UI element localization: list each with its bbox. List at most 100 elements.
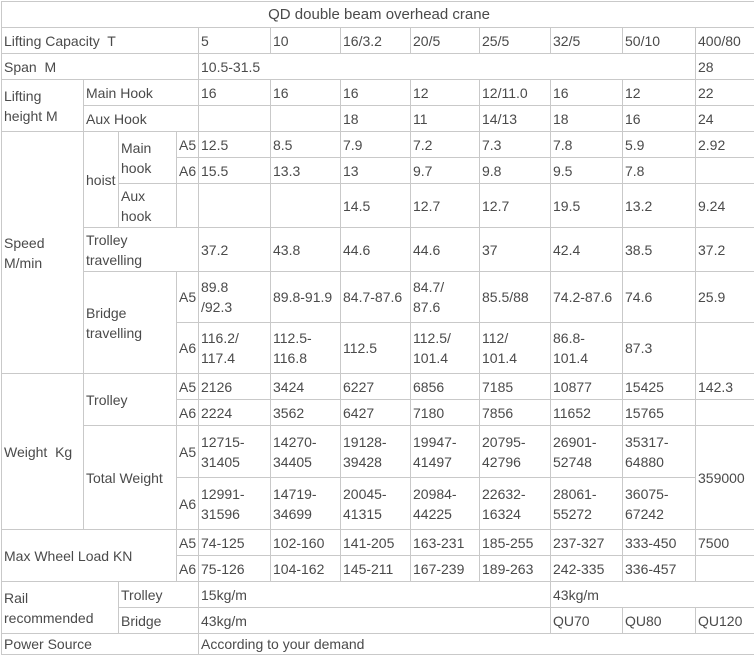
cell-r4-c1 bbox=[199, 106, 271, 132]
cell-r13-c7: 26901- 52748 bbox=[551, 426, 623, 478]
cell-r6-c5: 9.8 bbox=[480, 158, 551, 184]
cell-r2-c2: 28 bbox=[696, 54, 754, 80]
cell-r13-c6: 20795- 42796 bbox=[480, 426, 551, 478]
table-title: QD double beam overhead crane bbox=[2, 2, 754, 28]
row-label-rail-bridge: Bridge bbox=[119, 608, 199, 634]
row-label-hoist: hoist bbox=[84, 132, 119, 228]
cell-r6-c6: 9.5 bbox=[551, 158, 623, 184]
cell-r10-c4: 112.5/ 101.4 bbox=[411, 323, 480, 374]
cell-r16-c3: 145-211 bbox=[341, 556, 411, 582]
cell-r7-c2 bbox=[199, 184, 271, 228]
cell-r9-c7: 74.2-87.6 bbox=[551, 272, 623, 323]
cell-r10-c0: A6 bbox=[177, 323, 199, 374]
row-label-trolley-travelling: Trolley travelling bbox=[84, 228, 199, 272]
cell-r13-c9: 359000 bbox=[696, 426, 754, 530]
cell-r3-c7: 16 bbox=[551, 80, 623, 106]
cell-r9-c5: 84.7/ 87.6 bbox=[411, 272, 480, 323]
cell-r7-c8: 13.2 bbox=[623, 184, 696, 228]
table-row-0: QD double beam overhead crane bbox=[2, 2, 754, 28]
cell-r17-c3: 43kg/m bbox=[551, 582, 754, 608]
cell-r10-c7: 87.3 bbox=[623, 323, 696, 374]
cell-r4-c8: 24 bbox=[696, 106, 754, 132]
cell-r9-c8: 74.6 bbox=[623, 272, 696, 323]
cell-r13-c3: 14270- 34405 bbox=[271, 426, 341, 478]
cell-r5-c9: 7.8 bbox=[551, 132, 623, 158]
cell-r6-c8 bbox=[696, 158, 754, 184]
cell-r5-c8: 7.3 bbox=[480, 132, 551, 158]
cell-r16-c2: 104-162 bbox=[271, 556, 341, 582]
cell-r7-c5: 12.7 bbox=[411, 184, 480, 228]
cell-r9-c1: A5 bbox=[177, 272, 199, 323]
cell-r15-c5: 163-231 bbox=[411, 530, 480, 556]
cell-r11-c4: 3424 bbox=[271, 374, 341, 400]
cell-r5-c3: A5 bbox=[177, 132, 199, 158]
cell-r1-c7: 50/10 bbox=[623, 28, 696, 54]
cell-r5-c11: 2.92 bbox=[696, 132, 754, 158]
cell-r5-c5: 8.5 bbox=[271, 132, 341, 158]
cell-r4-c6: 18 bbox=[551, 106, 623, 132]
cell-r10-c1: 116.2/ 117.4 bbox=[199, 323, 271, 374]
cell-r5-c7: 7.2 bbox=[411, 132, 480, 158]
row-label-power-source: Power Source bbox=[2, 634, 199, 655]
cell-r13-c2: 12715- 31405 bbox=[199, 426, 271, 478]
cell-r12-c5: 7856 bbox=[480, 400, 551, 426]
cell-r18-c1: 43kg/m bbox=[199, 608, 551, 634]
row-label-bridge-travelling: Bridge travelling bbox=[84, 272, 177, 374]
cell-r11-c10: 142.3 bbox=[696, 374, 754, 400]
cell-r10-c2: 112.5- 116.8 bbox=[271, 323, 341, 374]
cell-r3-c2: 16 bbox=[199, 80, 271, 106]
cell-r7-c7: 19.5 bbox=[551, 184, 623, 228]
cell-r4-c2 bbox=[271, 106, 341, 132]
cell-r12-c7: 15765 bbox=[623, 400, 696, 426]
row-label-weight-trolley: Trolley bbox=[84, 374, 177, 426]
cell-r8-c7: 38.5 bbox=[623, 228, 696, 272]
cell-r13-c5: 19947- 41497 bbox=[411, 426, 480, 478]
cell-r16-c1: 75-126 bbox=[199, 556, 271, 582]
cell-r10-c3: 112.5 bbox=[341, 323, 411, 374]
row-label-lifting-height: Lifting height M bbox=[2, 80, 84, 132]
cell-r6-c1: 15.5 bbox=[199, 158, 271, 184]
cell-r17-c2: 15kg/m bbox=[199, 582, 551, 608]
cell-r1-c5: 25/5 bbox=[480, 28, 551, 54]
cell-r7-c6: 12.7 bbox=[480, 184, 551, 228]
cell-r3-c8: 12 bbox=[623, 80, 696, 106]
cell-r15-c1: A5 bbox=[177, 530, 199, 556]
cell-r12-c4: 7180 bbox=[411, 400, 480, 426]
cell-r1-c6: 32/5 bbox=[551, 28, 623, 54]
cell-r4-c4: 11 bbox=[411, 106, 480, 132]
cell-r14-c0: A6 bbox=[177, 478, 199, 530]
cell-r6-c2: 13.3 bbox=[271, 158, 341, 184]
cell-r15-c2: 74-125 bbox=[199, 530, 271, 556]
cell-r15-c3: 102-160 bbox=[271, 530, 341, 556]
row-label-speed: Speed M/min bbox=[2, 132, 84, 374]
row-label-aux-hook: Aux Hook bbox=[84, 106, 199, 132]
cell-r16-c0: A6 bbox=[177, 556, 199, 582]
cell-r15-c8: 333-450 bbox=[623, 530, 696, 556]
cell-r11-c8: 10877 bbox=[551, 374, 623, 400]
row-label-weight: Weight Kg bbox=[2, 374, 84, 530]
cell-r14-c1: 12991- 31596 bbox=[199, 478, 271, 530]
cell-r8-c6: 42.4 bbox=[551, 228, 623, 272]
cell-r2-c1: 10.5-31.5 bbox=[199, 54, 696, 80]
cell-r15-c4: 141-205 bbox=[341, 530, 411, 556]
cell-r3-c3: 16 bbox=[271, 80, 341, 106]
cell-r15-c9: 7500 bbox=[696, 530, 754, 556]
cell-r8-c5: 37 bbox=[480, 228, 551, 272]
cell-r10-c6: 86.8- 101.4 bbox=[551, 323, 623, 374]
cell-r10-c8 bbox=[696, 323, 754, 374]
cell-r9-c9: 25.9 bbox=[696, 272, 754, 323]
row-label-total-weight: Total Weight bbox=[84, 426, 177, 530]
cell-r12-c0: A6 bbox=[177, 400, 199, 426]
cell-r12-c6: 11652 bbox=[551, 400, 623, 426]
cell-r11-c2: A5 bbox=[177, 374, 199, 400]
cell-r4-c5: 14/13 bbox=[480, 106, 551, 132]
